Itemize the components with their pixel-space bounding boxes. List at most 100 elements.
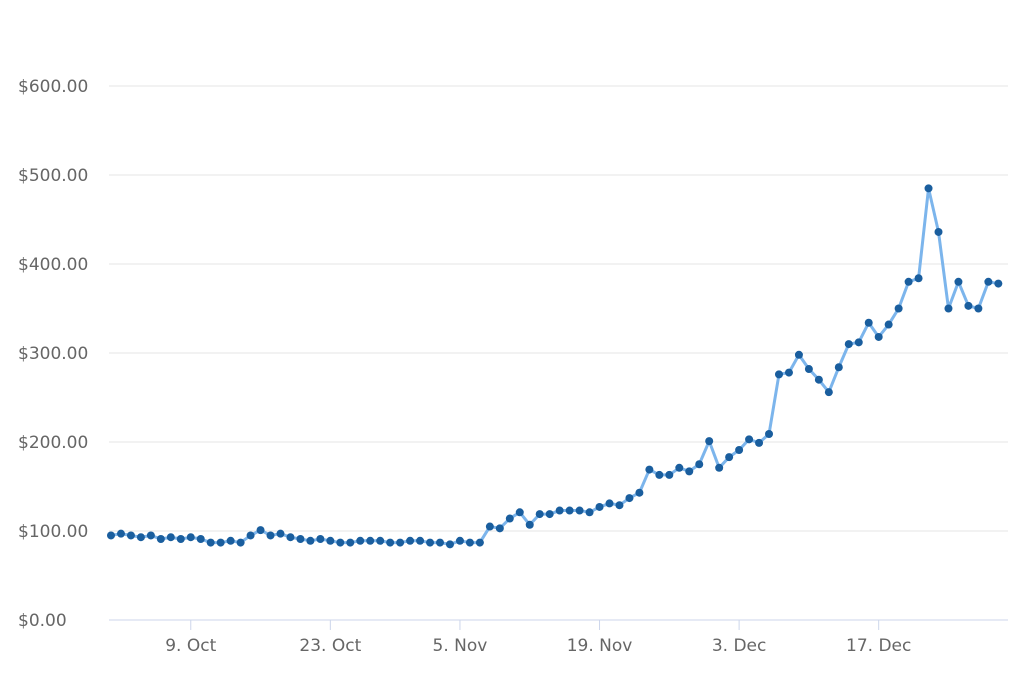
series-layer [107,184,1003,549]
data-point[interactable] [186,533,195,542]
data-point[interactable] [296,535,305,544]
data-point[interactable] [814,375,823,384]
data-point[interactable] [575,506,584,515]
data-point[interactable] [146,531,155,540]
data-point[interactable] [126,531,135,540]
data-point[interactable] [874,332,883,341]
data-point[interactable] [605,499,614,508]
data-point[interactable] [984,277,993,286]
data-point[interactable] [346,538,355,547]
data-point[interactable] [914,274,923,283]
data-point[interactable] [485,522,494,531]
data-point[interactable] [854,338,863,347]
data-point[interactable] [745,435,754,444]
data-point[interactable] [426,538,435,547]
series-line [109,186,1000,546]
data-point[interactable] [695,460,704,469]
data-point[interactable] [206,538,215,547]
data-point[interactable] [136,533,145,542]
data-point[interactable] [166,533,175,542]
data-point[interactable] [156,535,165,544]
data-point[interactable] [396,538,405,547]
grid-layer [109,85,1008,532]
data-point[interactable] [416,536,425,545]
data-point[interactable] [765,429,774,438]
data-point[interactable] [715,463,724,472]
data-point[interactable] [894,304,903,313]
data-point[interactable] [445,540,454,549]
data-point[interactable] [794,350,803,359]
data-point[interactable] [964,301,973,310]
data-point[interactable] [585,508,594,517]
data-point[interactable] [834,363,843,372]
x-axis: 9. Oct 23. Oct 5. Nov 19. Nov 3. Dec 17. Dec [109,619,1008,656]
data-point[interactable] [266,531,275,540]
data-point[interactable] [465,538,474,547]
data-point[interactable] [495,524,504,533]
data-point[interactable] [525,520,534,529]
data-point[interactable] [994,279,1003,288]
y-tick-label: $0.00 [18,611,67,631]
data-point[interactable] [535,510,544,519]
data-point[interactable] [675,463,684,472]
data-point[interactable] [176,535,185,544]
data-point[interactable] [755,438,764,447]
data-point[interactable] [555,506,564,515]
x-tick-label: 19. Nov [567,636,633,656]
x-tick-label: 23. Oct [299,636,361,656]
data-point[interactable] [595,502,604,511]
data-point[interactable] [774,370,783,379]
data-point[interactable] [286,533,295,542]
data-point[interactable] [246,531,255,540]
data-point[interactable] [804,365,813,374]
data-point[interactable] [924,184,933,193]
data-point[interactable] [645,465,654,474]
data-point[interactable] [844,340,853,349]
y-tick-label: $300.00 [18,344,88,364]
data-point[interactable] [884,320,893,329]
data-point[interactable] [944,304,953,313]
data-point[interactable] [107,531,115,540]
data-point[interactable] [316,535,325,544]
data-point[interactable] [705,437,714,446]
data-point[interactable] [455,536,464,545]
data-point[interactable] [236,538,245,547]
data-point[interactable] [954,277,963,286]
data-point[interactable] [784,368,793,377]
data-point[interactable] [974,304,983,313]
y-tick-label: $200.00 [18,433,88,453]
data-point[interactable] [655,470,664,479]
data-point[interactable] [934,227,943,236]
data-point[interactable] [406,536,415,545]
data-point[interactable] [326,536,335,545]
data-point[interactable] [356,536,365,545]
data-point[interactable] [386,538,395,547]
data-point[interactable] [545,510,554,519]
data-point[interactable] [615,501,624,510]
data-point[interactable] [116,529,125,538]
data-point[interactable] [904,277,913,286]
data-point[interactable] [665,470,674,479]
data-point[interactable] [475,538,484,547]
data-point[interactable] [256,526,265,535]
data-point[interactable] [824,388,833,397]
data-point[interactable] [196,535,205,544]
data-point[interactable] [276,529,285,538]
data-point[interactable] [436,538,445,547]
data-point[interactable] [864,318,873,327]
data-point[interactable] [336,538,345,547]
data-point[interactable] [515,508,524,517]
data-point[interactable] [725,453,734,462]
data-point[interactable] [376,536,385,545]
data-point[interactable] [505,514,514,523]
data-point[interactable] [735,446,744,455]
data-point[interactable] [625,494,634,503]
data-point[interactable] [635,488,644,497]
data-point[interactable] [306,536,315,545]
data-point[interactable] [565,506,574,515]
data-point[interactable] [685,467,694,476]
data-point[interactable] [216,538,225,547]
data-point[interactable] [366,536,375,545]
data-point[interactable] [226,536,235,545]
